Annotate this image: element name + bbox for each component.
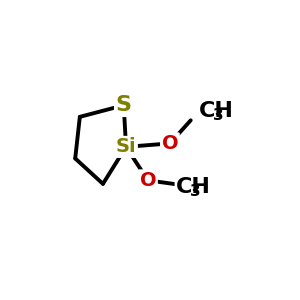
Text: 3: 3 <box>213 108 223 123</box>
Text: 3: 3 <box>190 184 200 200</box>
Text: O: O <box>140 171 156 190</box>
Text: Si: Si <box>116 137 136 156</box>
Text: O: O <box>162 134 178 153</box>
Text: CH: CH <box>176 177 211 197</box>
Text: S: S <box>116 95 132 115</box>
Text: CH: CH <box>199 101 234 121</box>
